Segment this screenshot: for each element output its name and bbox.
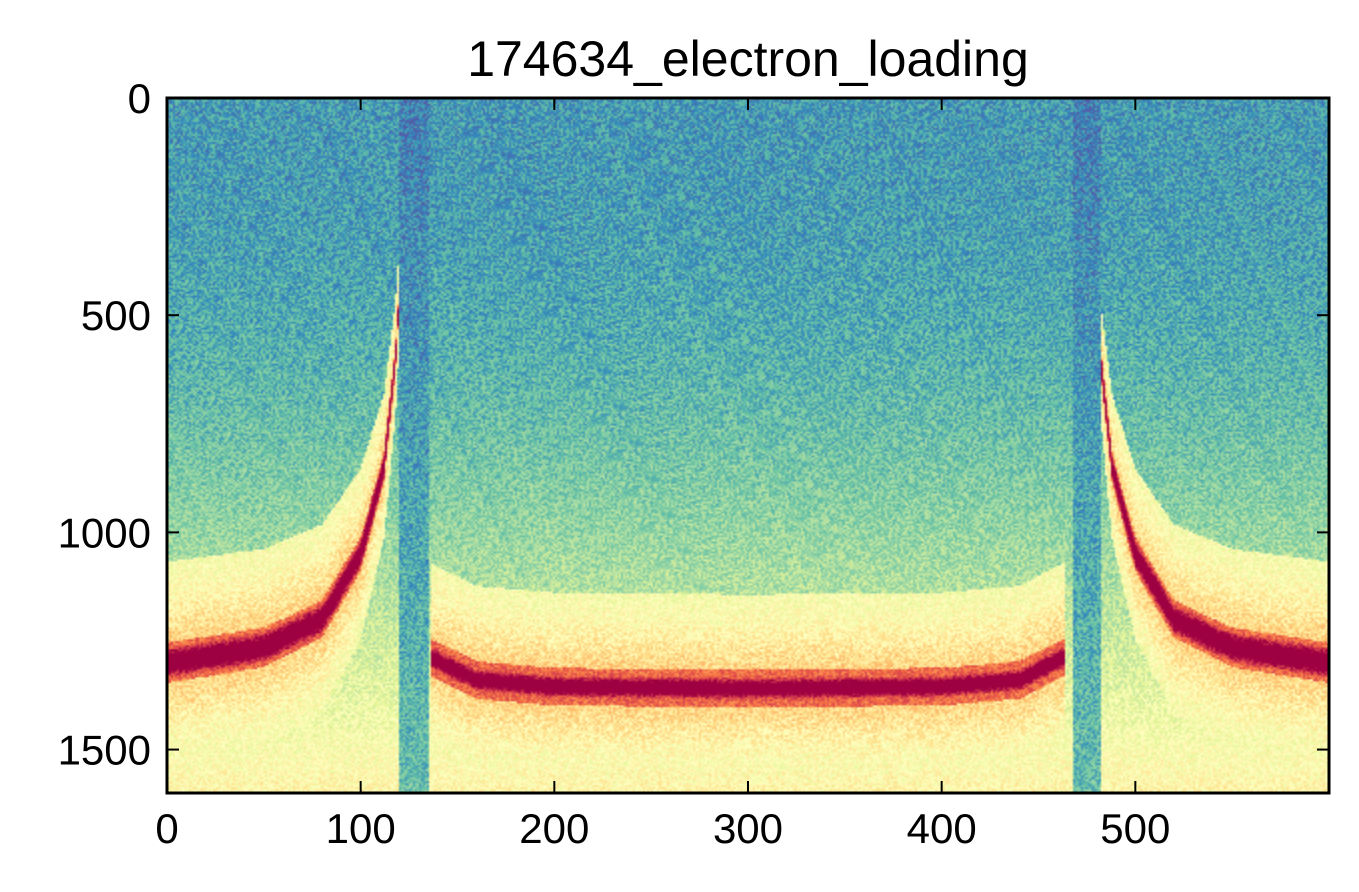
y-tick-label: 1000: [58, 509, 151, 556]
x-tick-label: 500: [1100, 805, 1170, 852]
x-tick-label: 300: [713, 805, 783, 852]
y-tick-labels: 0 500 1000 1500: [58, 75, 151, 774]
tick-marks: [166, 97, 1329, 793]
plot-frame: [165, 96, 1331, 795]
y-tick-label: 1500: [58, 727, 151, 774]
x-tick-label: 100: [326, 805, 396, 852]
heatmap-image: [167, 98, 1329, 793]
y-tick-label: 500: [81, 292, 151, 339]
x-tick-label: 400: [907, 805, 977, 852]
x-tick-labels: 0 100 200 300 400 500: [155, 805, 1170, 852]
y-tick-label: 0: [128, 75, 151, 122]
chart-title: 174634_electron_loading: [467, 31, 1029, 87]
x-tick-label: 0: [155, 805, 178, 852]
x-tick-label: 200: [519, 805, 589, 852]
